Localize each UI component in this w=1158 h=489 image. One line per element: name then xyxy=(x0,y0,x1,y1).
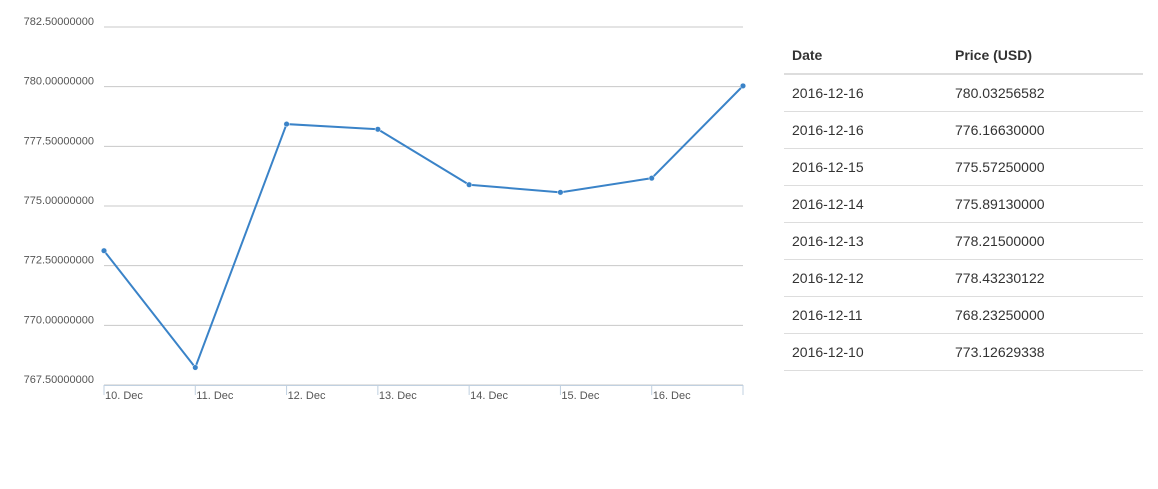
y-tick-label: 772.50000000 xyxy=(24,255,94,267)
y-tick-label: 777.50000000 xyxy=(24,135,94,147)
point xyxy=(648,175,655,182)
table-body: 2016-12-16 780.03256582 2016-12-16 776.1663… xyxy=(784,74,1143,371)
table-row: 2016-12-10 773.12629338 xyxy=(784,333,1143,371)
chart: 767.50000000 770.00000000 772.50000000 775.… xyxy=(24,16,747,402)
x-tick-label: 11. Dec xyxy=(196,390,234,402)
table-row: 2016-12-13 778.21500000 xyxy=(784,222,1143,260)
table-row: 2016-12-14 775.89130000 xyxy=(784,185,1143,223)
table-row: 2016-12-16 776.16630000 xyxy=(784,111,1143,149)
table-row: 2016-12-16 780.03256582 xyxy=(784,74,1143,112)
x-tick-label: 13. Dec xyxy=(379,390,417,402)
line xyxy=(103,85,744,370)
date-cell: 2016-12-11 xyxy=(784,296,947,334)
price-cell: 775.57250000 xyxy=(947,148,1143,186)
table-row: 2016-12-12 778.43230122 xyxy=(784,259,1143,297)
price-table: Date Price (USD) 2016-12-16 780.03256582 2… xyxy=(784,36,1143,371)
price-cell: 775.89130000 xyxy=(947,185,1143,223)
date-cell: 2016-12-16 xyxy=(784,111,947,149)
x-tick-label: 14. Dec xyxy=(470,390,508,402)
table-row: 2016-12-15 775.57250000 xyxy=(784,148,1143,186)
x-tick-label: 15. Dec xyxy=(561,390,599,402)
date-cell: 2016-12-15 xyxy=(784,148,947,186)
y-tick-label: 782.50000000 xyxy=(24,16,94,28)
price-cell: 768.23250000 xyxy=(947,296,1143,334)
x-tick-label: 12. Dec xyxy=(288,390,326,402)
x-tick-label: 10. Dec xyxy=(105,390,143,402)
column-header: Price (USD) xyxy=(947,36,1143,75)
point xyxy=(739,82,747,89)
price-cell: 780.03256582 xyxy=(947,74,1143,112)
x-tick-label: 16. Dec xyxy=(653,390,691,402)
point xyxy=(283,121,290,128)
point xyxy=(557,189,564,196)
point xyxy=(374,126,381,133)
price-cell: 773.12629338 xyxy=(947,333,1143,371)
column-header: Date xyxy=(784,36,947,75)
point xyxy=(466,181,473,188)
date-cell: 2016-12-14 xyxy=(784,185,947,223)
header-row: Date Price (USD) xyxy=(784,36,1143,75)
y-tick-label: 767.50000000 xyxy=(24,374,94,386)
date-cell: 2016-12-12 xyxy=(784,259,947,297)
table-row: 2016-12-11 768.23250000 xyxy=(784,296,1143,334)
date-cell: 2016-12-13 xyxy=(784,222,947,260)
point xyxy=(100,247,108,254)
price-cell: 778.21500000 xyxy=(947,222,1143,260)
y-tick-label: 780.00000000 xyxy=(24,76,94,88)
y-tick-label: 775.00000000 xyxy=(24,195,94,207)
price-cell: 778.43230122 xyxy=(947,259,1143,297)
date-cell: 2016-12-16 xyxy=(784,74,947,112)
point xyxy=(192,364,199,371)
price-cell: 776.16630000 xyxy=(947,111,1143,149)
y-tick-label: 770.00000000 xyxy=(24,314,94,326)
date-cell: 2016-12-10 xyxy=(784,333,947,371)
